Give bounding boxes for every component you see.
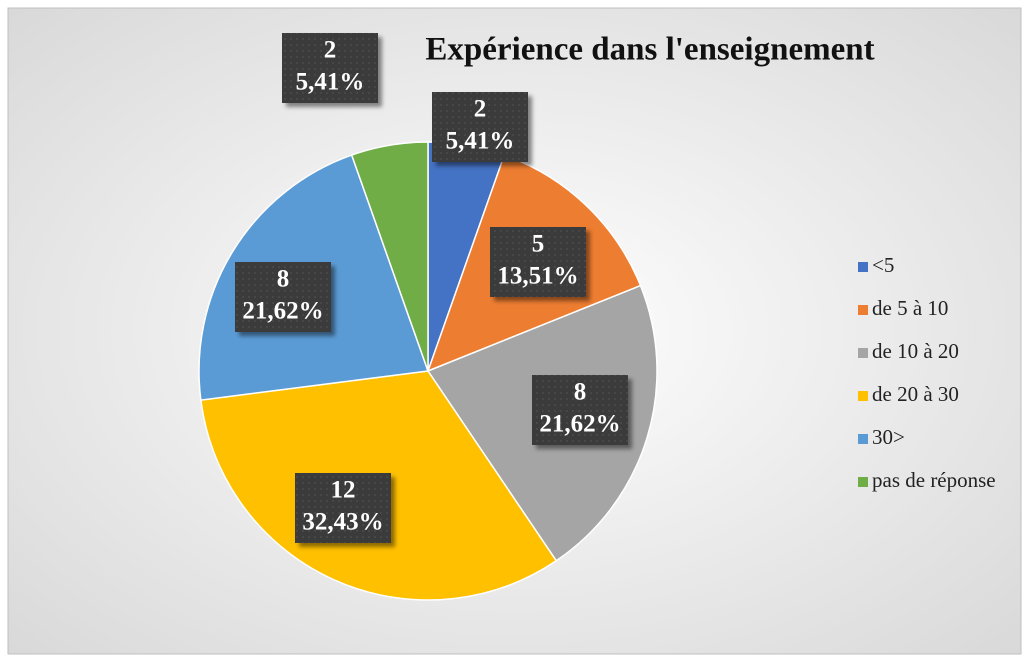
data-label-value: 12 <box>331 477 356 504</box>
data-label-box <box>490 227 586 297</box>
data-label-value: 2 <box>324 37 337 64</box>
data-label-box <box>282 33 378 103</box>
data-label-value: 8 <box>277 266 290 293</box>
legend-swatch <box>858 477 868 487</box>
chart-title: Expérience dans l'enseignement <box>425 32 874 68</box>
data-label-percent: 21,62% <box>242 298 323 325</box>
data-label-percent: 13,51% <box>497 263 578 290</box>
data-label-percent: 32,43% <box>302 509 383 536</box>
data-label-value: 8 <box>574 379 587 406</box>
legend-label: <5 <box>872 253 894 277</box>
data-label-box <box>432 92 528 162</box>
legend-swatch <box>858 434 868 444</box>
legend-swatch <box>858 305 868 315</box>
pie-slice <box>350 141 429 372</box>
legend-swatch <box>858 348 868 358</box>
legend-label: de 5 à 10 <box>872 296 948 320</box>
data-label-box <box>235 262 331 332</box>
legend-label: pas de réponse <box>872 468 996 492</box>
legend-label: de 10 à 20 <box>872 339 959 363</box>
data-label-value: 2 <box>474 96 487 123</box>
data-label-percent: 5,41% <box>296 69 365 96</box>
data-label-box <box>295 473 391 543</box>
data-label-box <box>532 375 628 445</box>
legend-label: 30> <box>872 425 905 449</box>
legend-swatch <box>858 262 868 272</box>
data-label-percent: 5,41% <box>446 128 515 155</box>
data-label-value: 5 <box>532 231 545 258</box>
legend-label: de 20 à 30 <box>872 382 959 406</box>
legend-swatch <box>858 391 868 401</box>
data-label-percent: 21,62% <box>539 411 620 438</box>
